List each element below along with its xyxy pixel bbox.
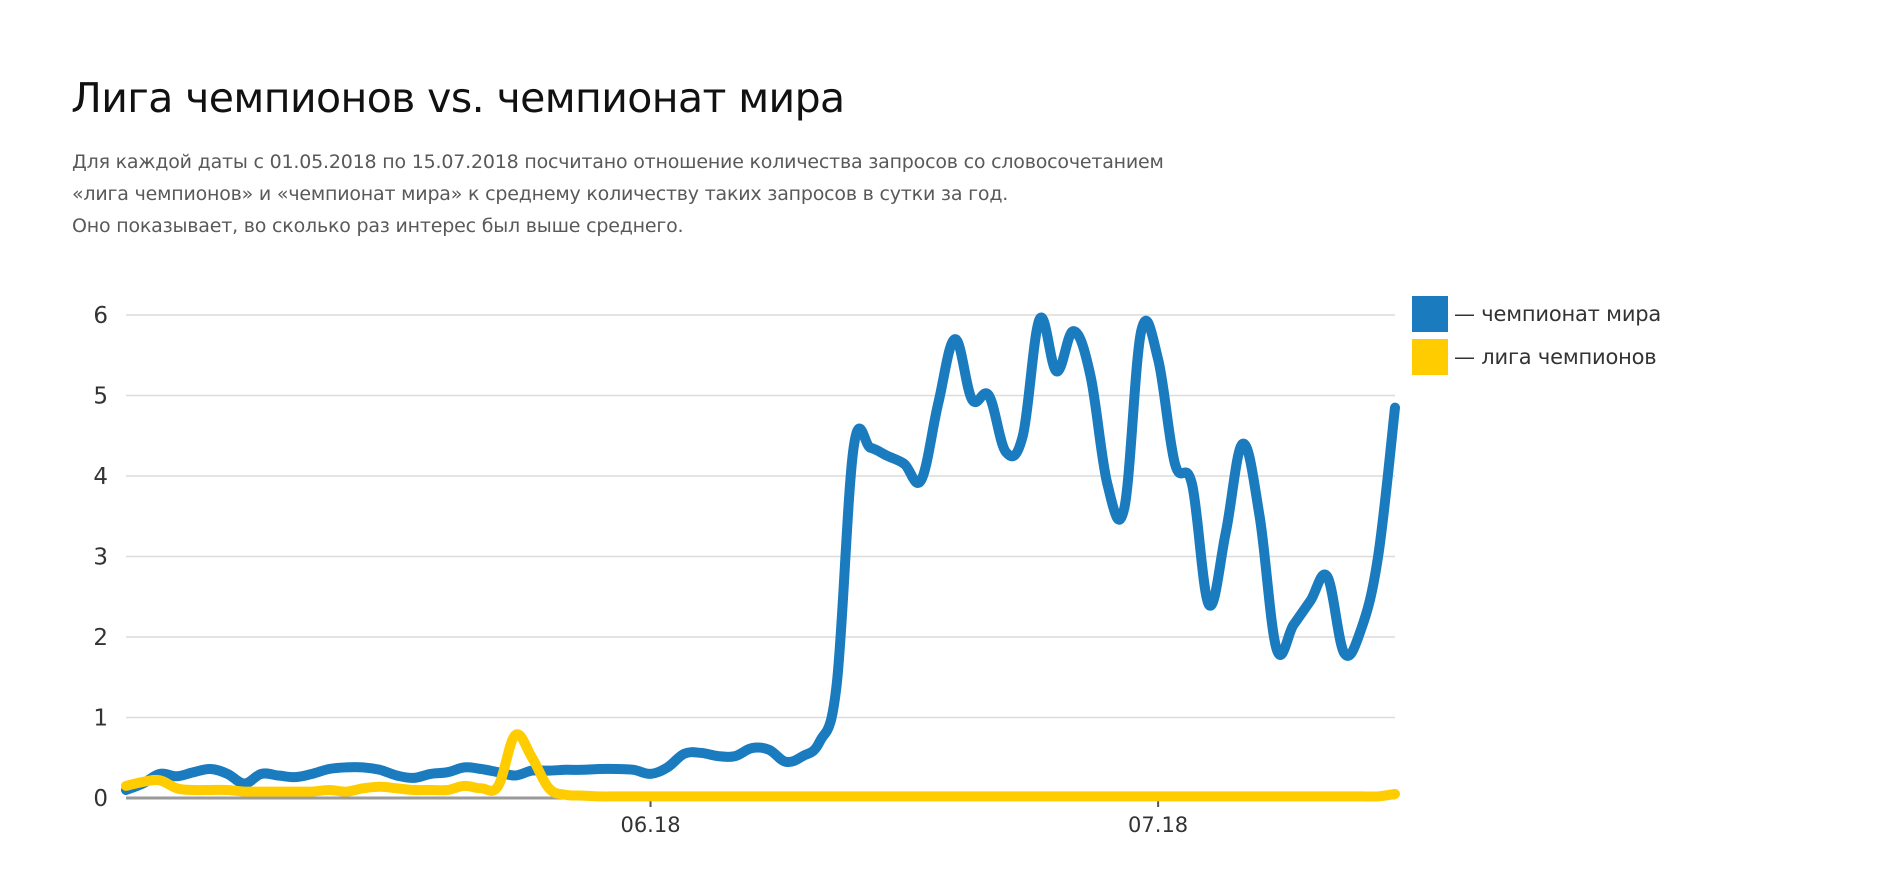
- chart-title: Лига чемпионов vs. чемпионат мира: [71, 74, 845, 122]
- legend-swatch: [1412, 296, 1448, 332]
- subtitle-line: Для каждой даты с 01.05.2018 по 15.07.20…: [72, 151, 1164, 173]
- y-tick-label: 2: [93, 625, 108, 651]
- subtitle-line: «лига чемпионов» и «чемпионат мира» к ср…: [72, 183, 1009, 205]
- y-tick-label: 1: [93, 706, 108, 732]
- x-axis-ticks: 06.18 07.18: [620, 798, 1188, 837]
- chart-subtitle: Для каждой даты с 01.05.2018 по 15.07.20…: [72, 146, 1272, 242]
- series-line-world-cup: [121, 312, 1400, 795]
- legend-label: — лига чемпионов: [1454, 345, 1657, 369]
- series-lines: [121, 312, 1400, 802]
- x-tick-label: 06.18: [620, 813, 680, 837]
- legend-label: — чемпионат мира: [1454, 302, 1662, 326]
- y-tick-label: 3: [93, 545, 108, 571]
- y-tick-label: 0: [93, 786, 108, 812]
- y-tick-label: 6: [93, 303, 108, 329]
- y-tick-label: 5: [93, 384, 108, 410]
- subtitle-line: Оно показывает, во сколько раз интерес б…: [72, 215, 684, 237]
- y-tick-label: 4: [93, 464, 108, 490]
- x-tick-label: 07.18: [1128, 813, 1188, 837]
- legend-item-champions-league[interactable]: — лига чемпионов: [1412, 339, 1661, 375]
- legend-swatch: [1412, 339, 1448, 375]
- y-axis-tick-labels: 0 1 2 3 4 5 6: [93, 303, 108, 812]
- series-line-champions-league: [121, 729, 1400, 802]
- legend-item-world-cup[interactable]: — чемпионат мира: [1412, 296, 1661, 332]
- legend: — чемпионат мира — лига чемпионов: [1412, 296, 1661, 382]
